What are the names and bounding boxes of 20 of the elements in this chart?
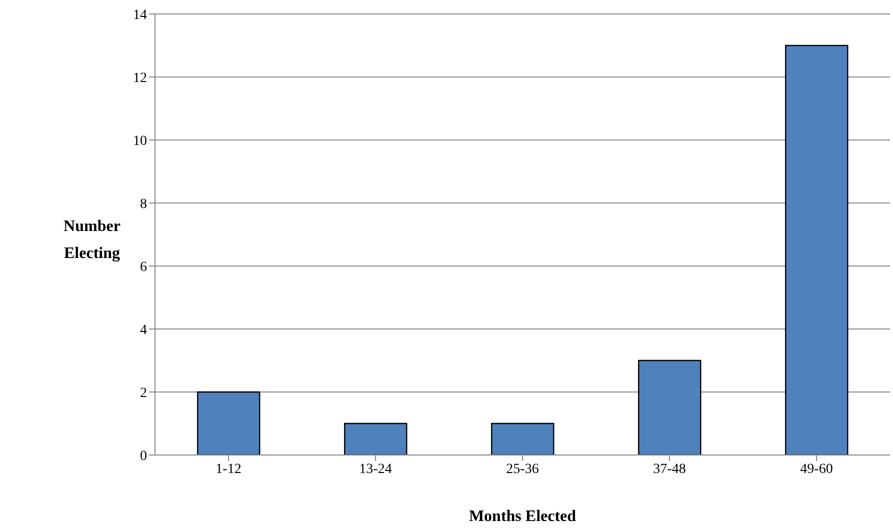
bar — [491, 422, 554, 455]
y-tick-label: 12 — [133, 70, 147, 86]
y-tick-label: 2 — [140, 386, 147, 401]
x-tick-label: 13-24 — [359, 462, 392, 477]
x-tick-label: 1-12 — [216, 462, 242, 477]
x-axis-title: Months Elected — [468, 508, 576, 525]
x-tick-label: 37-48 — [653, 462, 686, 477]
bar — [638, 360, 702, 455]
y-tick-label: 8 — [140, 196, 147, 212]
y-axis-title: Number Electing — [62, 217, 122, 264]
bar — [197, 391, 260, 455]
y-tick-label: 4 — [140, 322, 147, 338]
bar — [785, 44, 848, 455]
bar — [344, 422, 408, 455]
y-tick-label: 0 — [140, 448, 147, 464]
y-tick-label: 10 — [133, 134, 147, 149]
x-tick-label: 49-60 — [800, 462, 833, 477]
y-tick-label: 14 — [133, 8, 147, 23]
y-tick-label: 6 — [140, 260, 147, 275]
x-tick-label: 25-36 — [506, 462, 539, 477]
